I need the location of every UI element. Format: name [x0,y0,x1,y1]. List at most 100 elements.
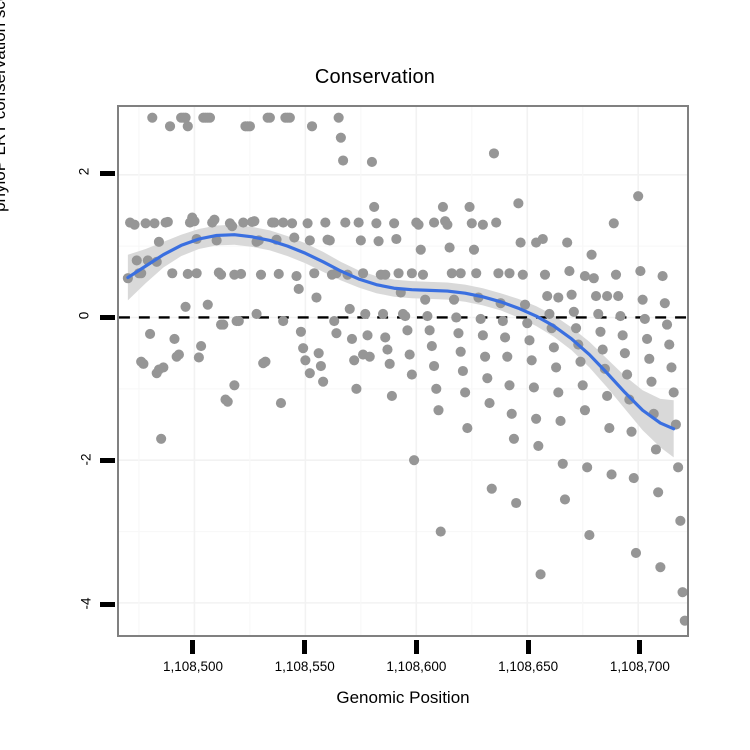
scatter-point [420,294,431,305]
scatter-point [357,349,369,360]
scatter-point [264,112,275,123]
scatter-point [457,365,468,377]
scatter-point [531,237,542,248]
scatter-point [366,156,378,168]
scatter-point [437,201,449,212]
scatter-point [417,269,429,280]
scatter-point [182,268,193,280]
scatter-point [400,310,411,322]
scatter-point [548,342,559,353]
scatter-point [349,355,360,366]
scatter-point [191,268,202,279]
scatter-point [156,433,167,444]
scatter-point [484,398,495,409]
x-tick-mark [302,640,308,654]
scatter-point [260,356,271,367]
scatter-point [497,315,508,327]
scatter-point [335,132,346,143]
scatter-point [519,299,531,310]
x-tick-mark [190,640,196,654]
y-tick-mark [100,314,115,320]
scatter-point [606,469,617,480]
scatter-point [559,494,571,505]
scatter-point [278,315,289,327]
scatter-point [329,315,340,327]
scatter-point [551,362,562,373]
scatter-point [542,291,553,302]
scatter-point [568,306,579,317]
scatter-point [486,483,497,494]
scatter-point [664,339,675,350]
scatter-point [340,217,351,228]
scatter-point [422,310,433,322]
scatter-point [491,217,502,228]
scatter-point [644,353,655,364]
scatter-point [661,319,673,330]
scatter-point [668,387,679,398]
scatter-point [406,369,417,380]
scatter-point [331,328,342,339]
loess-line [126,233,676,431]
scatter-point [173,349,184,360]
scatter-point [675,515,686,526]
scatter-point [415,244,426,255]
scatter-point [522,318,533,329]
scatter-point [140,218,151,229]
scatter-point [369,201,380,212]
scatter-point [406,268,417,279]
scatter-point [313,348,324,359]
scatter-point [586,249,597,260]
scatter-point [295,326,307,337]
scatter-point [579,271,591,282]
scatter-point [617,330,628,341]
scatter-point [428,360,440,372]
y-tick-mark [100,170,115,176]
scatter-point [533,440,544,451]
scatter-point [355,235,366,246]
x-tick-mark [525,640,531,654]
scatter-point [477,330,488,341]
scatter-point [451,312,462,323]
loess-confidence-band [127,224,674,458]
scatter-point [539,269,551,280]
scatter-point [613,291,624,302]
scatter-point [413,219,424,230]
scatter-point [504,380,515,391]
scatter-point [227,221,238,232]
scatter-point [275,398,287,409]
scatter-point [477,219,488,230]
scatter-point [426,340,437,352]
scatter-point [273,268,284,280]
scatter-point [666,362,677,373]
scatter-point [508,433,520,444]
y-tick-label: -4 [78,597,94,610]
scatter-point [380,332,391,343]
scatter-point [377,308,389,319]
scatter-point [466,218,477,229]
scatter-point [300,355,311,366]
scatter-point [244,121,255,132]
scatter-point [204,112,216,123]
scatter-point [344,303,355,314]
x-tick-label: 1,108,650 [498,659,559,674]
scatter-point [584,530,595,541]
scatter-point [209,214,220,225]
scatter-point [169,333,180,344]
scatter-point [582,462,593,473]
scatter-point [147,112,158,123]
y-tick-label: 0 [76,311,92,320]
scatter-point [608,218,619,229]
scatter-point [389,218,400,229]
scatter-point [249,216,260,227]
loess-curve [126,233,676,431]
scatter-point [302,218,313,229]
scatter-point [657,271,668,282]
scatter-point [566,289,577,300]
scatter-point [506,408,517,419]
scatter-point [218,319,229,330]
scatter-point [357,268,369,279]
scatter-point [544,308,555,319]
scatter-point [641,333,653,344]
scatter-point [251,308,262,319]
x-tick-label: 1,108,500 [162,659,223,674]
